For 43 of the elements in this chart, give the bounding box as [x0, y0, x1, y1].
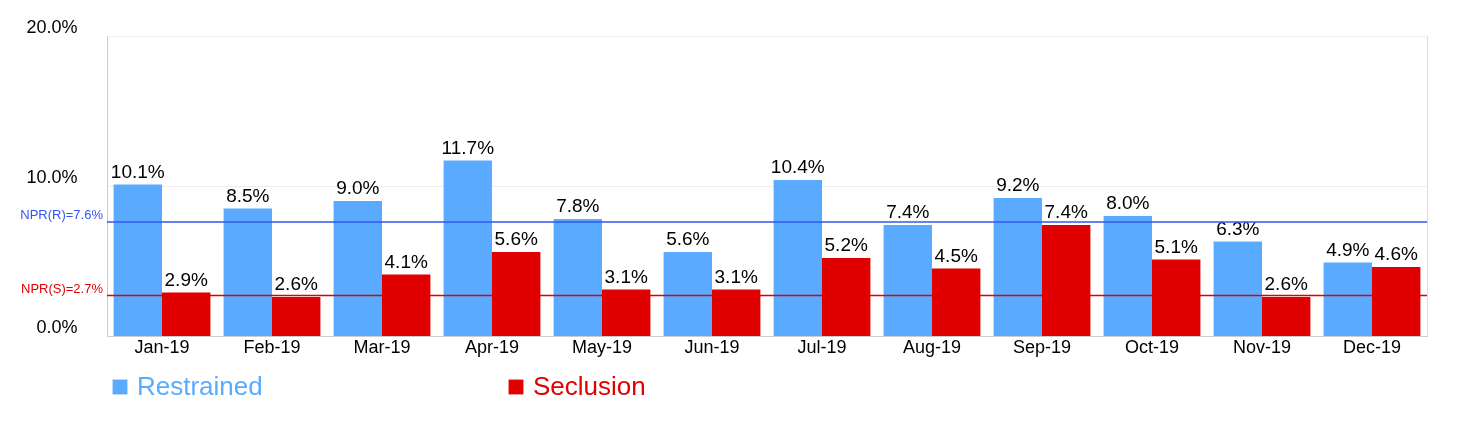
y-tick-label: 0.0% — [36, 316, 78, 337]
ref-line-label: NPR(S)=2.7% — [21, 280, 104, 296]
x-tick-label: Aug-19 — [902, 336, 962, 357]
x-tick-label: Mar-19 — [353, 336, 411, 357]
data-label: 7.4% — [886, 201, 930, 222]
ref-line-label: NPR(R)=7.6% — [20, 207, 104, 222]
data-label: 2.6% — [274, 273, 318, 294]
x-tick-label: Apr-19 — [464, 336, 520, 357]
data-label: 4.1% — [384, 250, 428, 272]
data-label: 4.6% — [1374, 243, 1418, 264]
x-tick-label: Jun-19 — [684, 336, 740, 357]
data-label: 8.0% — [1106, 192, 1150, 213]
y-tick-label: 10.0% — [26, 166, 78, 187]
x-tick-label: Nov-19 — [1232, 336, 1292, 357]
data-label: 7.8% — [556, 195, 600, 216]
data-label: 5.2% — [824, 234, 868, 255]
x-tick-label: Feb-19 — [243, 336, 301, 357]
x-tick-label: Oct-19 — [1124, 336, 1180, 357]
data-label: 6.3% — [1216, 217, 1260, 239]
y-tick-label: 20.0% — [26, 16, 78, 37]
data-label: 7.4% — [1044, 201, 1088, 222]
data-label: 5.1% — [1154, 235, 1198, 257]
data-label: 3.1% — [604, 265, 648, 287]
x-tick-label: Jul-19 — [797, 336, 847, 357]
data-label: 4.5% — [934, 244, 978, 266]
data-label: 11.7% — [441, 136, 495, 158]
data-label: 2.6% — [1264, 273, 1308, 294]
x-tick-label: Dec-19 — [1342, 336, 1402, 357]
x-tick-label: May-19 — [571, 336, 633, 357]
data-label: 9.0% — [336, 177, 380, 198]
x-tick-label: Sep-19 — [1012, 336, 1072, 357]
data-label: 8.5% — [226, 184, 270, 206]
data-label: 9.2% — [996, 174, 1040, 195]
data-label: 2.9% — [164, 268, 208, 290]
x-tick-label: Jan-19 — [134, 336, 190, 357]
legend-label: Restrained — [137, 371, 263, 401]
data-label: 10.4% — [770, 156, 825, 177]
legend-label: Seclusion — [533, 371, 646, 401]
data-label: 4.9% — [1326, 238, 1370, 260]
data-label: 5.6% — [666, 228, 710, 249]
data-label: 3.1% — [714, 265, 758, 287]
data-label: 5.6% — [494, 228, 538, 249]
data-label: 10.1% — [110, 160, 165, 182]
